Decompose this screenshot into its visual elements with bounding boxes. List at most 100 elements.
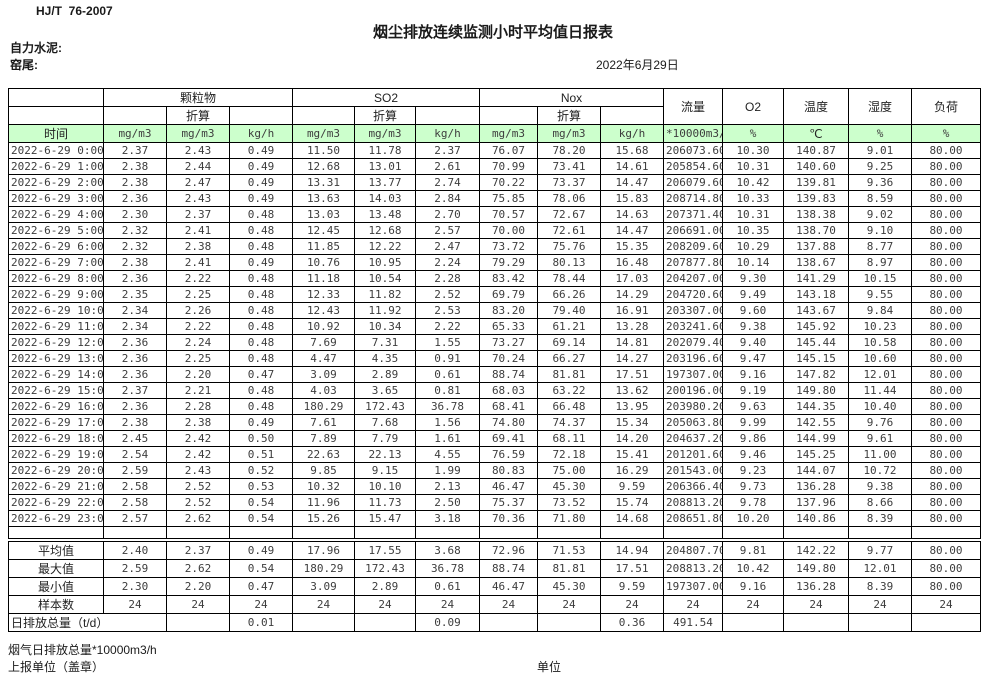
value-cell: 9.84 bbox=[848, 302, 912, 319]
value-cell: 14.61 bbox=[600, 158, 664, 175]
value-cell: 2.74 bbox=[415, 174, 480, 191]
value-cell: 208714.80 bbox=[663, 190, 723, 207]
value-cell: 9.19 bbox=[722, 382, 784, 399]
unit-header-cell: mg/m3 bbox=[354, 124, 416, 143]
value-cell: 80.00 bbox=[911, 446, 981, 463]
value-cell: 0.91 bbox=[415, 350, 480, 367]
value-cell: 145.15 bbox=[783, 350, 849, 367]
value-cell: 80.83 bbox=[479, 462, 538, 479]
value-cell: 70.00 bbox=[479, 222, 538, 239]
value-cell: 75.37 bbox=[479, 494, 538, 511]
value-cell: 2.36 bbox=[103, 190, 167, 207]
measurements-table: 颗粒物 SO2 Nox 流量 O2 温度 湿度 负荷 折算 折算 折算 bbox=[8, 88, 981, 539]
value-cell: 139.81 bbox=[783, 174, 849, 191]
value-cell: 80.00 bbox=[911, 334, 981, 351]
time-cell: 2022-6-29 11:00 bbox=[8, 318, 104, 335]
value-cell: 11.85 bbox=[292, 238, 355, 255]
value-cell: 16.48 bbox=[600, 254, 664, 271]
value-cell: 10.33 bbox=[722, 190, 784, 207]
value-cell: 73.72 bbox=[479, 238, 538, 255]
value-cell: 206691.00 bbox=[663, 222, 723, 239]
value-cell: 15.26 bbox=[292, 510, 355, 527]
summary-value-cell bbox=[911, 613, 981, 632]
time-header-cell: 时间 bbox=[8, 124, 104, 143]
value-cell: 12.01 bbox=[848, 366, 912, 383]
value-cell: 10.60 bbox=[848, 350, 912, 367]
value-cell: 208813.20 bbox=[663, 494, 723, 511]
value-cell: 8.59 bbox=[848, 190, 912, 207]
summary-value-cell: 24 bbox=[783, 595, 849, 614]
spacer-row bbox=[8, 526, 981, 539]
value-cell: 2.42 bbox=[166, 430, 230, 447]
blank-cell bbox=[354, 526, 416, 539]
value-cell: 2.38 bbox=[103, 414, 167, 431]
value-cell: 2.61 bbox=[415, 158, 480, 175]
value-cell: 9.61 bbox=[848, 430, 912, 447]
value-cell: 11.73 bbox=[354, 494, 416, 511]
value-cell: 10.58 bbox=[848, 334, 912, 351]
value-cell: 80.00 bbox=[911, 350, 981, 367]
value-cell: 10.31 bbox=[722, 158, 784, 175]
value-cell: 0.48 bbox=[229, 318, 293, 335]
summary-value-cell: 0.54 bbox=[229, 559, 293, 578]
time-cell: 2022-6-29 18:00 bbox=[8, 430, 104, 447]
value-cell: 3.09 bbox=[292, 366, 355, 383]
blank-cell bbox=[600, 526, 664, 539]
value-cell: 13.48 bbox=[354, 206, 416, 223]
time-cell: 2022-6-29 13:00 bbox=[8, 350, 104, 367]
value-cell: 2.62 bbox=[166, 510, 230, 527]
unit-header-cell: % bbox=[848, 124, 912, 143]
summary-value-cell: 17.51 bbox=[600, 559, 664, 578]
value-cell: 80.00 bbox=[911, 286, 981, 303]
value-cell: 9.30 bbox=[722, 270, 784, 287]
value-cell: 2.22 bbox=[415, 318, 480, 335]
value-cell: 2.84 bbox=[415, 190, 480, 207]
value-cell: 197307.00 bbox=[663, 366, 723, 383]
value-cell: 10.20 bbox=[722, 510, 784, 527]
value-cell: 10.95 bbox=[354, 254, 416, 271]
value-cell: 0.48 bbox=[229, 334, 293, 351]
value-cell: 0.81 bbox=[415, 382, 480, 399]
blank-cell bbox=[166, 526, 230, 539]
summary-row: 最大值 2.59 2.62 0.54 180.29 172.43 36.78 88.74 81.… bbox=[8, 559, 981, 578]
summary-value-cell: 45.30 bbox=[537, 577, 601, 596]
value-cell: 9.73 bbox=[722, 478, 784, 495]
value-cell: 2.58 bbox=[103, 494, 167, 511]
value-cell: 2.38 bbox=[103, 174, 167, 191]
value-cell: 80.00 bbox=[911, 414, 981, 431]
value-cell: 4.35 bbox=[354, 350, 416, 367]
summary-value-cell bbox=[292, 613, 355, 632]
value-cell: 2.52 bbox=[415, 286, 480, 303]
table-row: 2022-6-29 15:00 2.37 2.21 0.48 4.03 3.65 0.81 6… bbox=[8, 382, 981, 399]
summary-value-cell: 142.22 bbox=[783, 541, 849, 560]
summary-row: 最小值 2.30 2.20 0.47 3.09 2.89 0.61 46.47 45.30 9.5… bbox=[8, 577, 981, 596]
blank-cell bbox=[911, 526, 981, 539]
pm-conversion-label: 折算 bbox=[166, 106, 230, 125]
value-cell: 0.48 bbox=[229, 286, 293, 303]
summary-value-cell: 172.43 bbox=[354, 559, 416, 578]
summary-value-cell: 81.81 bbox=[537, 559, 601, 578]
value-cell: 13.62 bbox=[600, 382, 664, 399]
value-cell: 9.46 bbox=[722, 446, 784, 463]
value-cell: 7.69 bbox=[292, 334, 355, 351]
table-row: 2022-6-29 21:00 2.58 2.52 0.53 10.32 10.10 2.1… bbox=[8, 478, 981, 495]
summary-row: 平均值 2.40 2.37 0.49 17.96 17.55 3.68 72.96 71.53 1… bbox=[8, 541, 981, 560]
value-cell: 10.23 bbox=[848, 318, 912, 335]
value-cell: 8.97 bbox=[848, 254, 912, 271]
value-cell: 12.68 bbox=[354, 222, 416, 239]
value-cell: 73.52 bbox=[537, 494, 601, 511]
time-cell: 2022-6-29 20:00 bbox=[8, 462, 104, 479]
summary-value-cell: 12.01 bbox=[848, 559, 912, 578]
value-cell: 80.00 bbox=[911, 238, 981, 255]
unit-header-cell: ℃ bbox=[783, 124, 849, 143]
time-cell: 2022-6-29 5:00 bbox=[8, 222, 104, 239]
time-cell: 2022-6-29 8:00 bbox=[8, 270, 104, 287]
value-cell: 22.63 bbox=[292, 446, 355, 463]
value-cell: 80.00 bbox=[911, 430, 981, 447]
value-cell: 80.00 bbox=[911, 174, 981, 191]
table-row: 2022-6-29 16:00 2.36 2.28 0.48 180.29 172.43 3… bbox=[8, 398, 981, 415]
value-cell: 80.00 bbox=[911, 462, 981, 479]
summary-label-cell: 最小值 bbox=[8, 577, 104, 596]
value-cell: 17.51 bbox=[600, 366, 664, 383]
value-cell: 10.29 bbox=[722, 238, 784, 255]
